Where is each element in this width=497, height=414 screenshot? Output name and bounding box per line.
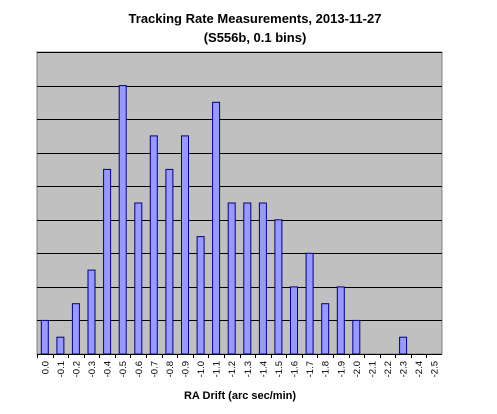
x-tick-label: -0.8 [165, 361, 176, 377]
x-tick-label: -1.5 [274, 361, 285, 377]
bar--0.8 [165, 168, 174, 355]
chart-subtitle: (S556b, 0.1 bins) [204, 30, 307, 45]
bar--0.4 [103, 168, 112, 355]
x-tick-label: 0.0 [40, 361, 51, 374]
bar--2.3 [399, 336, 408, 355]
x-tick-label: -1.0 [196, 361, 207, 377]
x-tick-label: -2.5 [430, 361, 441, 377]
x-tick-label: -1.9 [336, 361, 347, 377]
bar--0.9 [181, 135, 189, 355]
x-tick-label: -2.1 [367, 361, 378, 377]
plot-area [36, 51, 443, 355]
x-tick-label: -0.7 [149, 361, 160, 377]
bar--0.7 [149, 135, 158, 355]
bar--1.2 [227, 202, 236, 355]
x-tick-label: -0.5 [118, 361, 129, 377]
bar--1.9 [336, 286, 345, 355]
chart-title: Tracking Rate Measurements, 2013-11-27 [129, 11, 382, 26]
x-tick-label: -0.9 [181, 361, 192, 377]
x-tick-label: -1.3 [243, 361, 254, 377]
x-tick-label: -1.2 [227, 361, 238, 377]
bar--1.8 [321, 303, 330, 355]
bar--0.1 [56, 336, 65, 355]
x-tick-label: -0.4 [103, 361, 114, 377]
x-tick-label: -0.2 [71, 361, 82, 377]
bar--1.4 [258, 202, 267, 355]
bar--1.0 [196, 236, 205, 355]
x-tick-label: -1.6 [290, 361, 301, 377]
x-tick-label: -0.6 [134, 361, 145, 377]
bar-0.0 [40, 319, 49, 355]
x-axis-label: RA Drift (arc sec/min) [184, 390, 296, 402]
bar--2.0 [352, 319, 361, 355]
x-tick-label: -0.1 [56, 361, 67, 377]
x-tick-label: -1.4 [258, 361, 269, 377]
x-tick-label: -2.2 [383, 361, 394, 377]
bar--0.5 [118, 85, 127, 355]
bar--0.3 [87, 269, 96, 355]
x-tick-label: -1.7 [305, 361, 316, 377]
bar--1.3 [243, 202, 252, 355]
x-tick-label: -1.8 [321, 361, 332, 377]
bar--0.6 [134, 202, 143, 355]
x-tick-label: -2.3 [399, 361, 410, 377]
bar--1.6 [290, 286, 298, 355]
bar--1.7 [305, 252, 314, 355]
bar--1.1 [212, 101, 221, 355]
x-tick-label: -2.4 [414, 361, 425, 377]
bar--0.2 [71, 303, 80, 355]
x-tick-label: -0.3 [87, 361, 98, 377]
x-tick-labels: 0.0 -0.1 -0.2 -0.3 -0.4 -0.5 -0.6 -0.7 -0.8 -0.9-… [37, 354, 441, 377]
bar--1.5 [274, 219, 283, 355]
x-tick-label: -1.1 [212, 361, 223, 377]
x-tick-label: -2.0 [352, 361, 363, 377]
